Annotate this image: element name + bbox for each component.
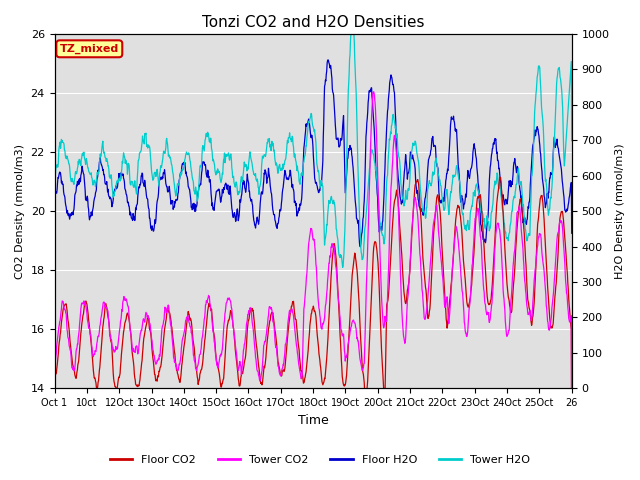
Title: Tonzi CO2 and H2O Densities: Tonzi CO2 and H2O Densities xyxy=(202,15,424,30)
Y-axis label: H2O Density (mmol/m3): H2O Density (mmol/m3) xyxy=(615,144,625,279)
Text: TZ_mixed: TZ_mixed xyxy=(60,44,119,54)
Y-axis label: CO2 Density (mmol/m3): CO2 Density (mmol/m3) xyxy=(15,144,25,278)
X-axis label: Time: Time xyxy=(298,414,328,427)
Legend: Floor CO2, Tower CO2, Floor H2O, Tower H2O: Floor CO2, Tower CO2, Floor H2O, Tower H… xyxy=(105,451,535,469)
